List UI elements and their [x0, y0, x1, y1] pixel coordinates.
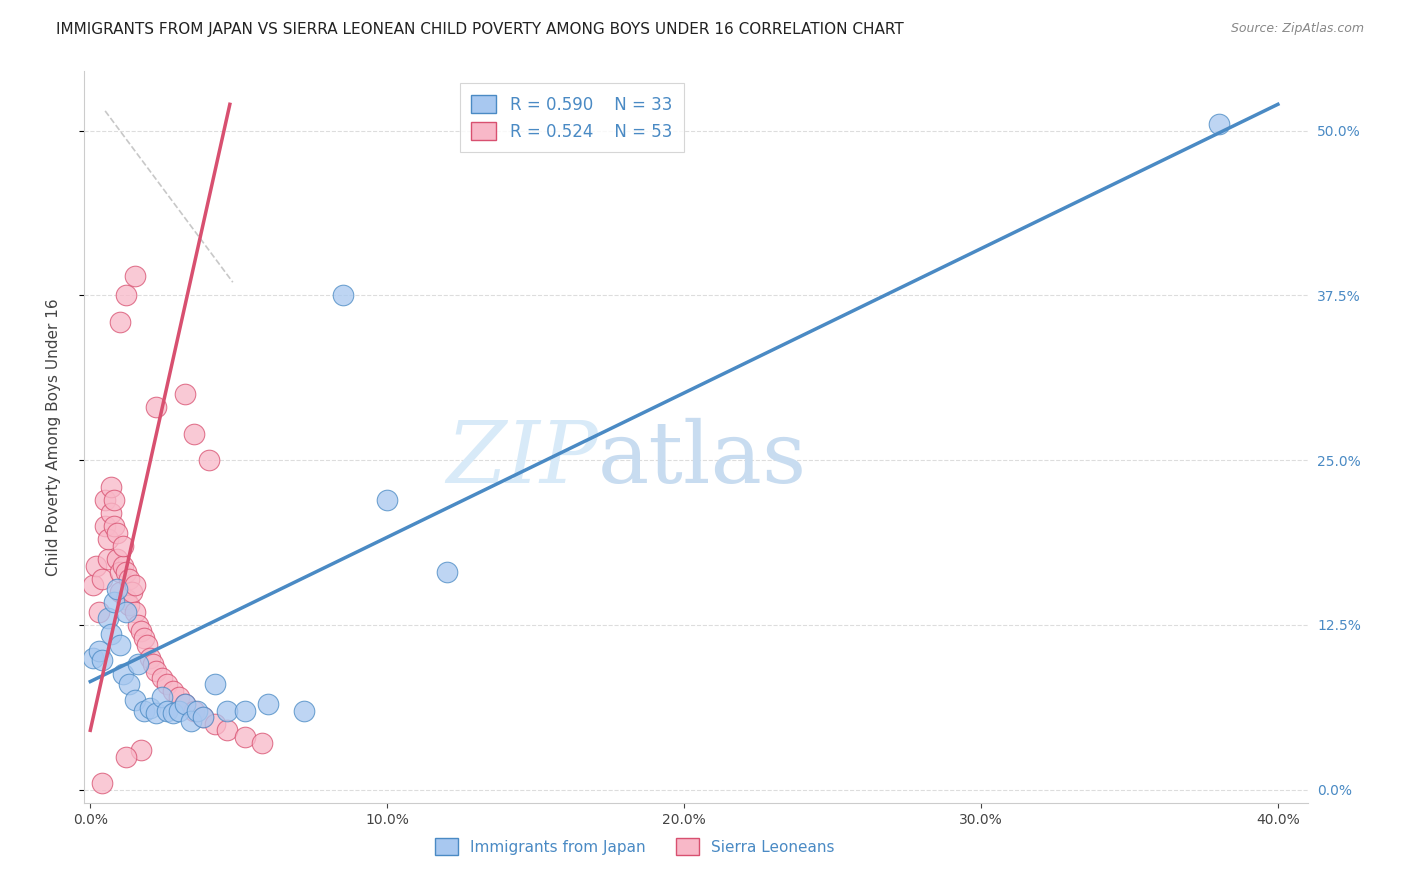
Point	[89, 644, 111, 658]
Point	[156, 704, 179, 718]
Point	[84, 558, 107, 573]
Point	[174, 697, 197, 711]
Point	[100, 506, 122, 520]
Point	[124, 268, 146, 283]
Point	[115, 565, 138, 579]
Point	[233, 704, 256, 718]
Text: Source: ZipAtlas.com: Source: ZipAtlas.com	[1230, 22, 1364, 36]
Point	[375, 492, 398, 507]
Text: IMMIGRANTS FROM JAPAN VS SIERRA LEONEAN CHILD POVERTY AMONG BOYS UNDER 16 CORREL: IMMIGRANTS FROM JAPAN VS SIERRA LEONEAN …	[56, 22, 904, 37]
Point	[292, 704, 315, 718]
Point	[127, 618, 149, 632]
Point	[169, 690, 191, 705]
Point	[191, 710, 214, 724]
Point	[129, 743, 152, 757]
Point	[118, 572, 141, 586]
Point	[233, 730, 256, 744]
Point	[1208, 117, 1230, 131]
Point	[180, 714, 202, 728]
Point	[118, 598, 141, 612]
Point	[115, 288, 138, 302]
Point	[145, 664, 167, 678]
Point	[115, 605, 138, 619]
Point	[127, 657, 149, 672]
Point	[91, 776, 114, 790]
Point	[94, 492, 117, 507]
Point	[108, 315, 131, 329]
Point	[174, 697, 197, 711]
Point	[115, 749, 138, 764]
Point	[215, 723, 238, 738]
Point	[215, 704, 238, 718]
Point	[332, 288, 354, 302]
Point	[121, 585, 143, 599]
Point	[100, 479, 122, 493]
Point	[145, 706, 167, 721]
Point	[105, 552, 128, 566]
Point	[108, 565, 131, 579]
Point	[97, 611, 120, 625]
Point	[89, 605, 111, 619]
Point	[252, 737, 274, 751]
Point	[150, 690, 173, 705]
Legend: Immigrants from Japan, Sierra Leoneans: Immigrants from Japan, Sierra Leoneans	[429, 832, 841, 861]
Point	[132, 631, 155, 645]
Point	[162, 683, 184, 698]
Point	[138, 701, 160, 715]
Point	[105, 525, 128, 540]
Point	[124, 693, 146, 707]
Point	[138, 650, 160, 665]
Point	[183, 426, 205, 441]
Point	[82, 578, 104, 592]
Point	[105, 582, 128, 597]
Point	[135, 638, 157, 652]
Point	[103, 595, 125, 609]
Point	[142, 657, 165, 672]
Point	[156, 677, 179, 691]
Point	[174, 387, 197, 401]
Point	[186, 704, 208, 718]
Point	[82, 650, 104, 665]
Point	[111, 558, 134, 573]
Point	[204, 716, 226, 731]
Point	[124, 578, 146, 592]
Point	[204, 677, 226, 691]
Point	[97, 533, 120, 547]
Point	[129, 624, 152, 639]
Text: atlas: atlas	[598, 417, 807, 500]
Text: ZIP: ZIP	[446, 417, 598, 500]
Point	[124, 605, 146, 619]
Point	[132, 704, 155, 718]
Point	[108, 638, 131, 652]
Point	[257, 697, 280, 711]
Point	[103, 492, 125, 507]
Point	[169, 704, 191, 718]
Point	[97, 552, 120, 566]
Point	[115, 591, 138, 606]
Point	[145, 401, 167, 415]
Point	[100, 627, 122, 641]
Y-axis label: Child Poverty Among Boys Under 16: Child Poverty Among Boys Under 16	[46, 298, 60, 576]
Point	[111, 666, 134, 681]
Point	[108, 585, 131, 599]
Point	[118, 677, 141, 691]
Point	[103, 519, 125, 533]
Point	[91, 572, 114, 586]
Point	[162, 706, 184, 721]
Point	[436, 565, 458, 579]
Point	[111, 539, 134, 553]
Point	[183, 704, 205, 718]
Point	[191, 710, 214, 724]
Point	[94, 519, 117, 533]
Point	[150, 671, 173, 685]
Point	[198, 453, 221, 467]
Point	[91, 653, 114, 667]
